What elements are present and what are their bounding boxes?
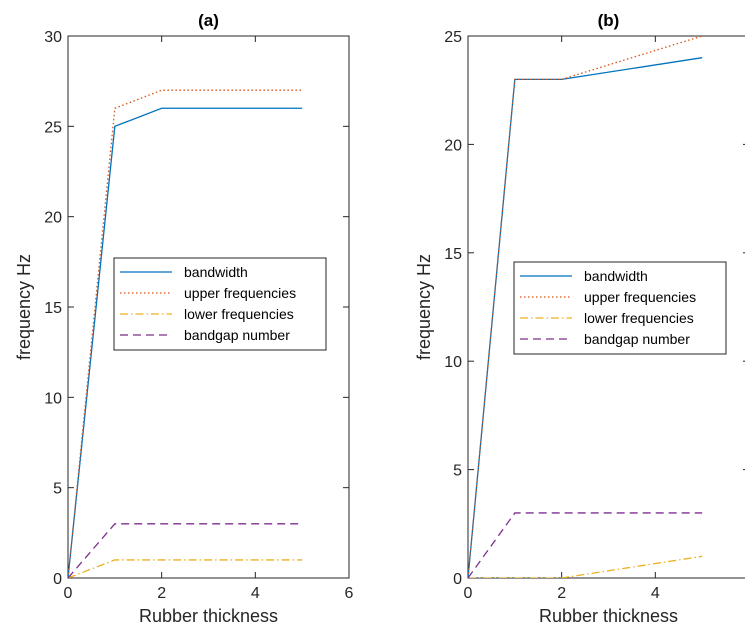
y-tick-label: 5	[53, 481, 62, 498]
series-line-bandgap-number	[68, 523, 303, 578]
x-tick-label: 0	[64, 585, 73, 602]
x-tick-label: 6	[345, 585, 354, 602]
x-tick-label: 4	[651, 585, 660, 602]
legend-entry-label: upper frequencies	[184, 285, 296, 301]
plot-area-frame	[467, 35, 745, 579]
chart-panel-0: 0 2 4 6 0 5 10 15 20 25 30 (a) Rubber thickness frequ…	[14, 11, 354, 626]
legend-entry-label: bandgap number	[184, 327, 290, 343]
y-tick-label: 10	[44, 390, 62, 407]
legend-entry-label: bandwidth	[184, 264, 248, 280]
y-axis-label: frequency Hz	[414, 254, 434, 360]
legend-entry-label: lower frequencies	[184, 306, 294, 322]
legend-entry-label: lower frequencies	[584, 310, 694, 326]
y-tick-label: 10	[444, 354, 462, 371]
y-tick-label: 5	[453, 463, 462, 480]
chart-title: (b)	[598, 11, 620, 30]
x-tick-label: 2	[557, 585, 566, 602]
legend-entry-label: upper frequencies	[584, 289, 696, 305]
y-tick-label: 25	[44, 119, 62, 136]
series-line-upper-frequencies	[68, 89, 303, 578]
y-tick-label: 0	[453, 571, 462, 588]
y-tick-label: 15	[444, 246, 462, 263]
legend: bandwidth upper frequencies lower frequenc…	[513, 261, 727, 355]
series-line-bandgap-number	[468, 512, 703, 578]
y-tick-label: 30	[44, 29, 62, 46]
y-tick-label: 0	[53, 571, 62, 588]
series-line-lower-frequencies	[468, 555, 703, 578]
series-line-bandwidth	[68, 107, 303, 578]
series-line-lower-frequencies	[68, 559, 303, 578]
chart-title: (a)	[198, 11, 219, 30]
y-axis-label: frequency Hz	[14, 254, 34, 360]
x-axis-label: Rubber thickness	[139, 606, 278, 626]
y-tick-label: 20	[44, 210, 62, 227]
series-line-upper-frequencies	[468, 36, 703, 578]
x-tick-label: 4	[251, 585, 260, 602]
legend-entry-label: bandgap number	[584, 331, 690, 347]
y-tick-label: 20	[444, 137, 462, 154]
x-tick-label: 0	[464, 585, 473, 602]
legend: bandwidth upper frequencies lower frequenc…	[113, 257, 327, 351]
legend-entry-label: bandwidth	[584, 268, 648, 284]
y-tick-label: 25	[444, 29, 462, 46]
y-tick-label: 15	[44, 300, 62, 317]
x-tick-label: 2	[157, 585, 166, 602]
x-axis-label: Rubber thickness	[539, 606, 678, 626]
